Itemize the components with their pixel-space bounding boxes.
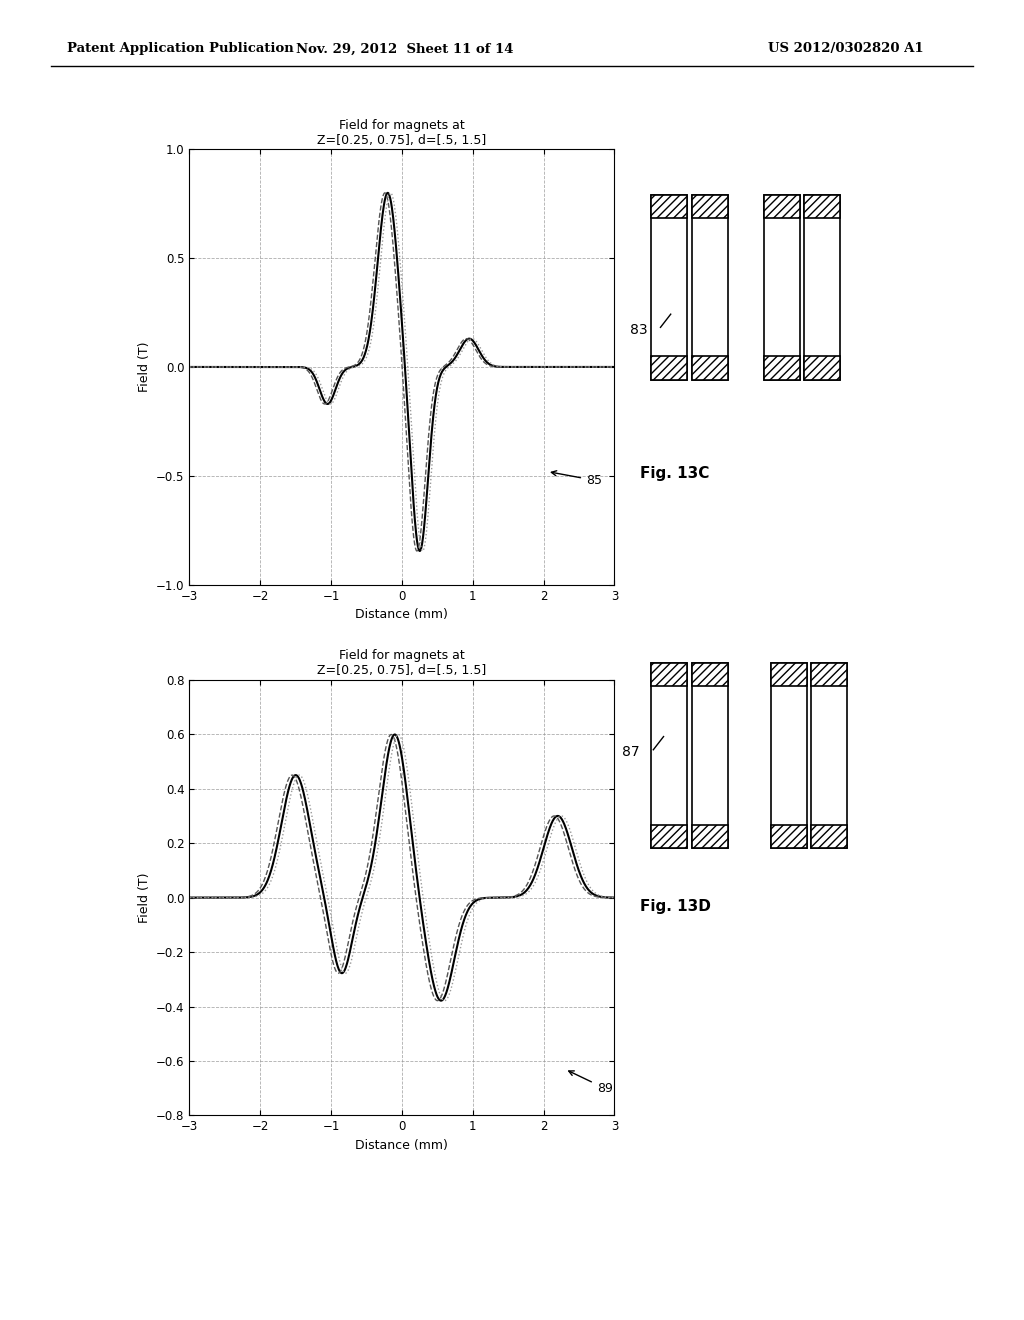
Bar bbox=[811, 663, 847, 686]
Bar bbox=[811, 825, 847, 847]
Y-axis label: Field (T): Field (T) bbox=[137, 342, 151, 392]
Title: Field for magnets at
Z=[0.25, 0.75], d=[.5, 1.5]: Field for magnets at Z=[0.25, 0.75], d=[… bbox=[317, 649, 486, 677]
Bar bbox=[805, 356, 841, 380]
Bar bbox=[692, 195, 728, 218]
Bar bbox=[692, 663, 728, 686]
Bar bbox=[771, 825, 807, 847]
Text: Fig. 13C: Fig. 13C bbox=[640, 466, 710, 480]
Bar bbox=[651, 825, 687, 847]
Text: Patent Application Publication: Patent Application Publication bbox=[67, 42, 293, 55]
Title: Field for magnets at
Z=[0.25, 0.75], d=[.5, 1.5]: Field for magnets at Z=[0.25, 0.75], d=[… bbox=[317, 119, 486, 147]
Text: 83: 83 bbox=[630, 323, 647, 337]
Bar bbox=[651, 356, 687, 380]
Bar bbox=[692, 356, 728, 380]
Bar bbox=[692, 663, 728, 686]
Bar bbox=[764, 195, 800, 218]
Bar bbox=[651, 356, 687, 380]
Bar bbox=[692, 663, 728, 847]
Bar bbox=[805, 195, 841, 380]
X-axis label: Distance (mm): Distance (mm) bbox=[355, 609, 449, 622]
Y-axis label: Field (T): Field (T) bbox=[137, 873, 151, 923]
Bar bbox=[771, 663, 807, 847]
Bar bbox=[764, 356, 800, 380]
Bar bbox=[651, 663, 687, 686]
Bar bbox=[764, 356, 800, 380]
Bar bbox=[811, 825, 847, 847]
Text: Nov. 29, 2012  Sheet 11 of 14: Nov. 29, 2012 Sheet 11 of 14 bbox=[296, 42, 513, 55]
Text: 89: 89 bbox=[568, 1071, 612, 1094]
Bar bbox=[692, 825, 728, 847]
Bar bbox=[771, 825, 807, 847]
Bar bbox=[651, 825, 687, 847]
Bar bbox=[651, 663, 687, 847]
Bar bbox=[651, 195, 687, 218]
Bar bbox=[805, 195, 841, 218]
Bar bbox=[811, 663, 847, 847]
Text: Fig. 13D: Fig. 13D bbox=[640, 899, 711, 913]
Bar bbox=[692, 195, 728, 218]
Bar bbox=[771, 663, 807, 686]
Bar bbox=[764, 195, 800, 218]
Bar bbox=[805, 356, 841, 380]
Text: 85: 85 bbox=[551, 471, 602, 487]
Bar bbox=[771, 663, 807, 686]
Bar bbox=[764, 195, 800, 380]
Text: US 2012/0302820 A1: US 2012/0302820 A1 bbox=[768, 42, 924, 55]
Bar bbox=[811, 663, 847, 686]
Bar bbox=[651, 663, 687, 686]
Bar bbox=[651, 195, 687, 218]
Bar bbox=[805, 195, 841, 218]
Bar bbox=[692, 825, 728, 847]
Bar bbox=[692, 195, 728, 380]
Bar bbox=[651, 195, 687, 380]
Text: 87: 87 bbox=[622, 746, 639, 759]
X-axis label: Distance (mm): Distance (mm) bbox=[355, 1139, 449, 1152]
Bar bbox=[692, 356, 728, 380]
